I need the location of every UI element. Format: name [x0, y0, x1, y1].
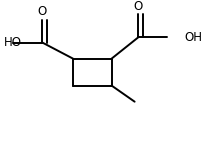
Text: O: O [134, 0, 143, 13]
Text: HO: HO [4, 36, 22, 49]
Text: O: O [38, 5, 47, 18]
Text: OH: OH [185, 31, 203, 44]
